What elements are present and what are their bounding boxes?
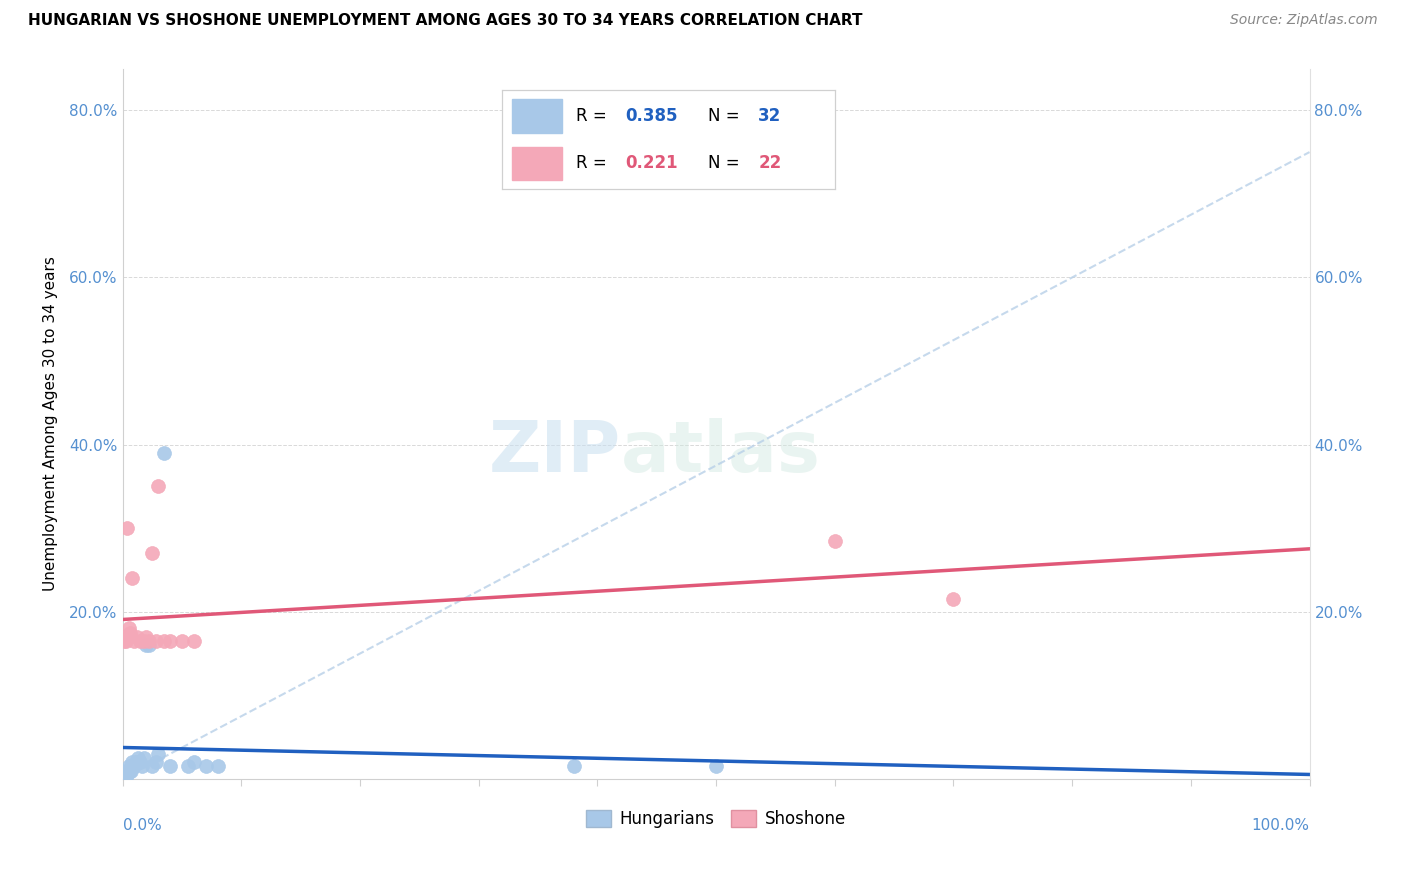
Point <box>121 755 143 769</box>
Point <box>159 634 181 648</box>
Point <box>132 634 155 648</box>
Legend: Hungarians, Shoshone: Hungarians, Shoshone <box>579 803 852 835</box>
Point <box>114 630 136 644</box>
Point <box>207 759 229 773</box>
Point <box>115 634 138 648</box>
Point <box>704 759 727 773</box>
Point <box>122 759 145 773</box>
Text: Source: ZipAtlas.com: Source: ZipAtlas.com <box>1230 13 1378 28</box>
Point <box>824 533 846 548</box>
Point <box>118 625 141 640</box>
Point <box>170 634 193 648</box>
Point <box>125 755 148 769</box>
Point <box>159 759 181 773</box>
Point <box>148 479 170 493</box>
Point <box>153 634 176 648</box>
Point <box>562 759 585 773</box>
Point <box>135 630 157 644</box>
Point <box>118 764 141 778</box>
Point <box>112 768 135 782</box>
Point <box>132 751 155 765</box>
Point <box>120 764 142 778</box>
Point <box>117 521 139 535</box>
Point <box>145 755 167 769</box>
Point <box>117 768 139 782</box>
Point <box>141 759 163 773</box>
Point <box>153 446 176 460</box>
Point <box>128 755 150 769</box>
Text: atlas: atlas <box>621 417 821 487</box>
Y-axis label: Unemployment Among Ages 30 to 34 years: Unemployment Among Ages 30 to 34 years <box>44 256 58 591</box>
Point <box>114 768 136 782</box>
Point <box>117 759 139 773</box>
Point <box>942 592 965 607</box>
Point <box>117 764 139 778</box>
Text: ZIP: ZIP <box>489 417 621 487</box>
Point <box>177 759 200 773</box>
Point <box>148 747 170 761</box>
Point <box>183 634 205 648</box>
Point <box>124 755 146 769</box>
Point <box>115 768 138 782</box>
Point <box>125 630 148 644</box>
Text: 0.0%: 0.0% <box>122 818 162 833</box>
Point <box>183 755 205 769</box>
Point <box>194 759 217 773</box>
Text: HUNGARIAN VS SHOSHONE UNEMPLOYMENT AMONG AGES 30 TO 34 YEARS CORRELATION CHART: HUNGARIAN VS SHOSHONE UNEMPLOYMENT AMONG… <box>28 13 863 29</box>
Point <box>127 751 149 765</box>
Point <box>121 571 143 585</box>
Point <box>135 638 157 652</box>
Point <box>131 759 153 773</box>
Point <box>117 622 139 636</box>
Point <box>145 634 167 648</box>
Point <box>115 764 138 778</box>
Point <box>129 634 152 648</box>
Point <box>141 546 163 560</box>
Text: 100.0%: 100.0% <box>1251 818 1309 833</box>
Point <box>124 759 146 773</box>
Point <box>138 638 160 652</box>
Point <box>124 634 146 648</box>
Point <box>112 634 135 648</box>
Point <box>138 634 160 648</box>
Point <box>129 755 152 769</box>
